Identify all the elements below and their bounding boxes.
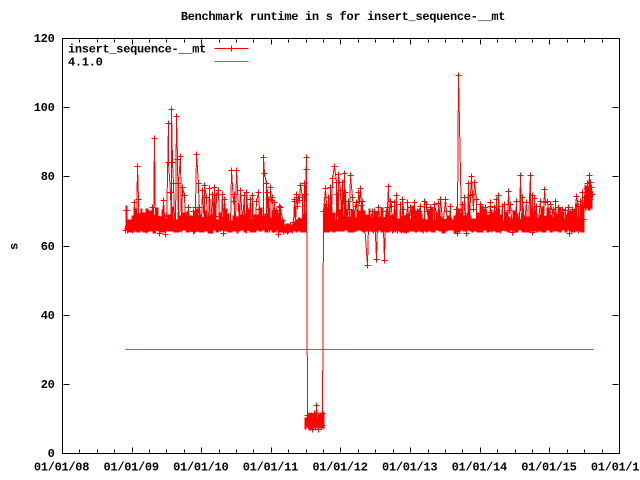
svg-text:4.1.0: 4.1.0 [68,56,103,70]
svg-text:01/01/09: 01/01/09 [104,461,159,475]
svg-text:100: 100 [34,101,55,115]
svg-text:80: 80 [41,170,55,184]
svg-text:01/01/12: 01/01/12 [312,461,367,475]
svg-text:Benchmark runtime in s for ins: Benchmark runtime in s for insert_sequen… [181,10,505,24]
svg-text:insert_sequence-__mt: insert_sequence-__mt [68,43,206,57]
svg-text:0: 0 [48,447,55,461]
svg-text:01/01/10: 01/01/10 [173,461,228,475]
svg-text:01/01/08: 01/01/08 [34,461,89,475]
svg-text:01/01/11: 01/01/11 [243,461,298,475]
svg-text:01/01/13: 01/01/13 [382,461,437,475]
svg-text:40: 40 [41,309,55,323]
svg-text:120: 120 [34,32,55,46]
svg-text:s: s [8,243,22,250]
svg-text:60: 60 [41,240,55,254]
svg-text:01/01/15: 01/01/15 [521,461,576,475]
svg-text:20: 20 [41,378,55,392]
svg-text:01/01/14: 01/01/14 [452,461,507,475]
svg-text:01/01/16: 01/01/16 [591,461,640,475]
